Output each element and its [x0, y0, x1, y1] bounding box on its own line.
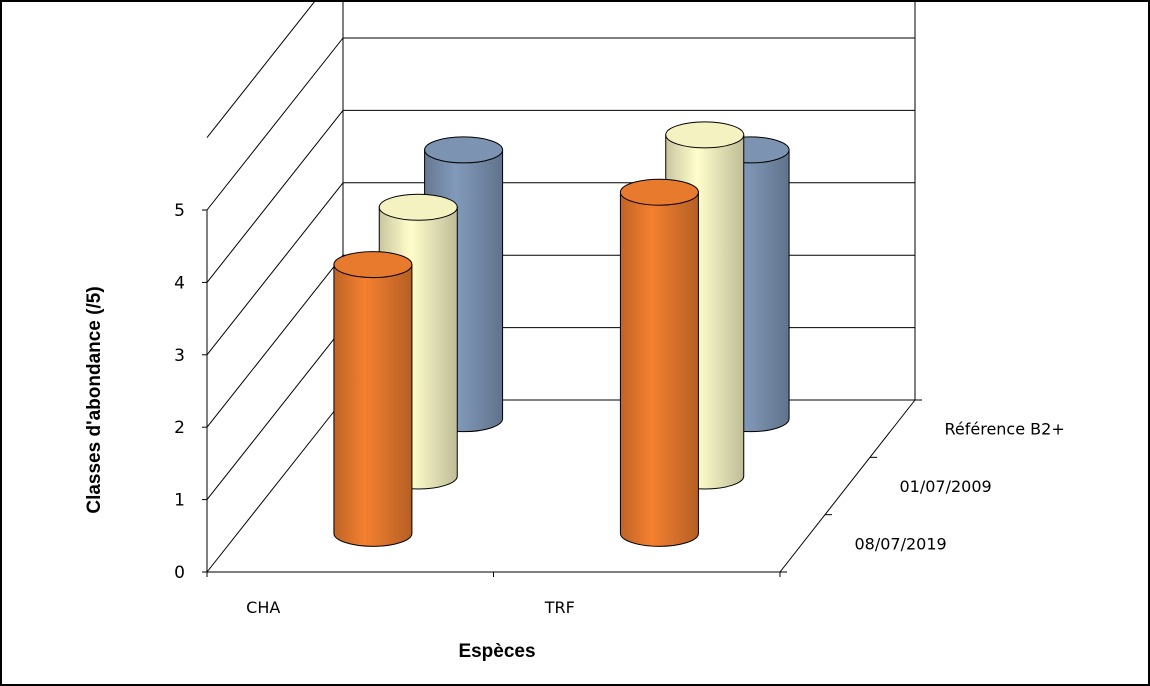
bar-cylinder [333, 251, 413, 547]
bar-top [378, 193, 458, 221]
y-tick-label: 2 [174, 418, 185, 438]
bar-body [333, 264, 413, 547]
chart-walls [202, 0, 922, 577]
side-gridline [206, 37, 344, 211]
floor-left-edge [206, 399, 344, 573]
bar-top [333, 251, 413, 279]
series-label: 01/07/2009 [900, 477, 992, 496]
bar-body [619, 191, 699, 547]
chart-labels: 0 1 2 3 4 5 CHA TRF 08/07/2019 01/07/2009 Référenc… [174, 201, 1065, 617]
side-wall-top [206, 0, 317, 138]
side-gridline [206, 327, 344, 500]
bar-top [424, 136, 504, 164]
bar-top [619, 178, 699, 206]
wall-lines [202, 0, 922, 577]
side-gridline [206, 182, 344, 356]
x-tick-label: CHA [246, 598, 280, 617]
y-tick-label: 4 [174, 273, 185, 293]
floor-right-edge [779, 399, 916, 573]
y-tick-label: 1 [174, 491, 185, 511]
x-tick-label: TRF [544, 598, 575, 617]
series-label: 08/07/2019 [855, 534, 947, 553]
side-gridline [206, 110, 344, 283]
series-label: Référence B2+ [945, 420, 1065, 439]
bar-top [665, 121, 745, 149]
side-gridline [206, 254, 344, 428]
y-tick-label: 0 [174, 563, 185, 583]
bar-cylinder [619, 178, 699, 547]
x-axis-title: Espèces [458, 641, 535, 662]
y-tick-label: 5 [174, 201, 185, 221]
y-tick-label: 3 [174, 346, 185, 366]
y-axis-title: Classes d'abondance (/5) [84, 286, 105, 513]
chart-bars [333, 121, 790, 547]
